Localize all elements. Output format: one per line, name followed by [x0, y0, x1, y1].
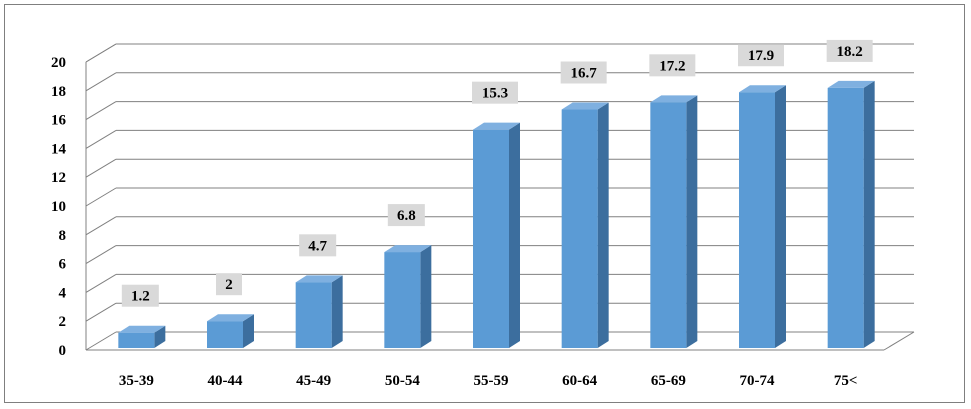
- bar-side: [420, 245, 432, 348]
- bar-top: [739, 85, 786, 93]
- bar: [384, 252, 421, 348]
- bar-side: [597, 102, 609, 349]
- gridline-depth: [85, 43, 117, 63]
- bar: [739, 92, 775, 349]
- bar-top: [384, 245, 432, 253]
- bar-top: [118, 325, 166, 333]
- bar-side: [154, 325, 166, 348]
- data-label: 1.2: [131, 289, 150, 305]
- bar: [295, 282, 332, 348]
- bar: [650, 102, 687, 348]
- y-tick-label: 18: [51, 84, 66, 100]
- gridline-depth: [85, 302, 117, 322]
- bar: [561, 109, 598, 349]
- gridline-depth: [85, 187, 117, 207]
- data-label: 6.8: [397, 208, 416, 224]
- x-tick-label: 70-74: [740, 373, 775, 389]
- bar: [473, 129, 509, 348]
- bar-top: [827, 80, 875, 88]
- bar: [118, 332, 155, 348]
- y-tick-label: 20: [51, 55, 66, 71]
- bar-side: [775, 85, 786, 349]
- y-tick-label: 10: [51, 199, 66, 215]
- bar-top: [561, 102, 609, 110]
- gridline-depth: [85, 72, 117, 92]
- data-label: 17.9: [748, 48, 774, 64]
- x-tick-label: 55-59: [474, 373, 509, 389]
- data-label: 4.7: [308, 238, 327, 254]
- data-label-bg: [299, 234, 337, 257]
- gridline-depth: [85, 273, 117, 293]
- gridline-depth: [85, 245, 117, 265]
- data-label-bg: [738, 44, 784, 67]
- bar-side: [863, 80, 875, 349]
- x-tick-label: 35-39: [119, 373, 154, 389]
- y-tick-label: 4: [59, 285, 67, 301]
- y-tick-label: 16: [51, 113, 67, 129]
- bar-side: [686, 95, 698, 348]
- gridline-depth: [85, 101, 117, 121]
- data-label: 15.3: [482, 86, 508, 102]
- data-label: 2: [225, 277, 233, 293]
- bar: [827, 87, 864, 349]
- x-tick-label: 50-54: [385, 373, 420, 389]
- data-label-bg: [121, 284, 159, 307]
- data-label-bg: [387, 204, 425, 227]
- bar: [207, 321, 243, 348]
- bar-top: [207, 314, 254, 322]
- data-label-bg: [649, 54, 696, 77]
- gridline-depth: [85, 331, 117, 351]
- bar-side: [509, 122, 520, 349]
- data-label-bg: [560, 61, 607, 84]
- floor-right-edge: [883, 331, 915, 351]
- data-label: 17.2: [659, 58, 685, 74]
- data-label-bg: [826, 39, 873, 62]
- y-tick-label: 0: [59, 343, 67, 359]
- bar-side: [331, 275, 343, 348]
- bar-top: [473, 122, 520, 130]
- y-tick-label: 2: [59, 314, 67, 330]
- y-tick-label: 6: [59, 257, 67, 273]
- data-label: 18.2: [837, 44, 863, 60]
- x-tick-label: 60-64: [562, 373, 597, 389]
- x-tick-label: 45-49: [296, 373, 331, 389]
- x-tick-label: 65-69: [651, 373, 686, 389]
- data-label-bg: [216, 273, 242, 296]
- y-tick-label: 8: [59, 228, 67, 244]
- bar-side: [243, 314, 254, 348]
- gridline-depth: [85, 216, 117, 236]
- gridline-depth: [85, 158, 117, 178]
- y-tick-label: 14: [51, 141, 67, 157]
- bar-top: [295, 275, 343, 283]
- bar-top: [650, 95, 698, 103]
- gridline-depth: [85, 129, 117, 149]
- x-tick-label: 40-44: [208, 373, 243, 389]
- data-label: 16.7: [571, 66, 598, 82]
- data-label-bg: [472, 81, 518, 104]
- y-tick-label: 12: [51, 170, 66, 186]
- x-tick-label: 75<: [834, 373, 858, 389]
